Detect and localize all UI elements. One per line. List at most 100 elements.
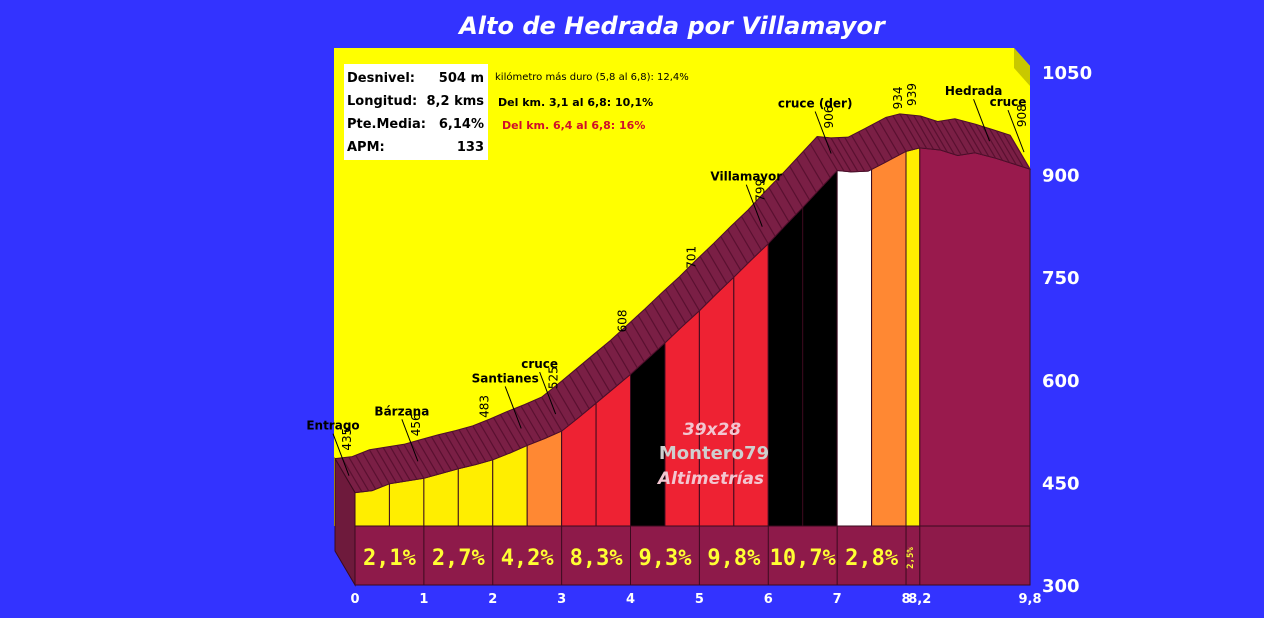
ribbon-hatch xyxy=(816,136,838,171)
ribbon-hatch xyxy=(899,113,921,149)
km-slope-label: 4,2% xyxy=(501,546,555,571)
ribbon-hatch xyxy=(596,351,618,387)
ribbon-hatch xyxy=(671,282,694,318)
segment-fill-16 xyxy=(905,147,921,527)
ribbon-hatch xyxy=(885,117,907,152)
ribbon-hatch xyxy=(954,118,976,154)
y-tick-label: 1050 xyxy=(1042,63,1092,84)
note-hardest-km: kilómetro más duro (5,8 al 6,8): 12,4% xyxy=(495,71,689,83)
block-left-face xyxy=(334,456,356,587)
segment-fill-5 xyxy=(526,430,563,527)
y-tick-label: 600 xyxy=(1042,371,1080,392)
y-tick-label: 900 xyxy=(1042,166,1080,187)
place-leader-line xyxy=(814,111,832,154)
ribbon-hatch xyxy=(341,457,363,493)
ribbon-hatch xyxy=(713,242,735,278)
ribbon-hatch xyxy=(541,396,563,432)
km-slope-label: 10,7% xyxy=(770,546,837,571)
segment-fill-9 xyxy=(664,309,700,527)
ribbon-hatch xyxy=(486,420,508,455)
ribbon-hatch xyxy=(837,137,859,172)
ribbon-hatch xyxy=(451,431,473,466)
x-tick-label: 3 xyxy=(557,592,566,607)
x-tick-label: 4 xyxy=(626,592,635,607)
ribbon-hatch xyxy=(727,229,749,264)
ribbon-hatch xyxy=(548,391,570,426)
ribbon-hatch xyxy=(506,411,528,446)
place-label: cruce xyxy=(990,95,1027,109)
km-slope-labels: 2,1% 2,7% 4,2% 8,3% 9,3% 9,8% 10,7% 2,8% 2,5% xyxy=(363,546,916,571)
ribbon-hatch xyxy=(892,115,914,150)
info-box-background xyxy=(344,64,488,160)
ribbon-hatch xyxy=(878,120,900,156)
place-label: Hedrada xyxy=(945,84,1002,98)
ribbon-hatch xyxy=(795,158,817,193)
ribbon-hatch xyxy=(410,442,432,477)
ribbon-hatch xyxy=(747,209,769,244)
km-slope-label: 9,3% xyxy=(638,546,692,571)
ribbon-hatch xyxy=(513,408,535,444)
segment-fill-13 xyxy=(802,169,838,527)
ribbon-hatch xyxy=(699,256,721,291)
ribbon-hatch xyxy=(658,295,680,331)
y-tick-label: 300 xyxy=(1042,576,1080,597)
place-leader-line xyxy=(401,419,419,462)
ribbon-hatch xyxy=(906,114,928,149)
elevation-label: 435 xyxy=(340,428,354,451)
x-tick-label: 8,2 xyxy=(908,592,931,607)
watermark-gear: 39x28 xyxy=(683,420,741,440)
ribbon-hatch xyxy=(630,321,652,356)
ribbon-hatch xyxy=(492,417,514,452)
km-slope-label: 9,8% xyxy=(707,546,761,571)
ribbon-hatch xyxy=(651,301,673,337)
km-slope-label: 2,5% xyxy=(906,547,916,569)
elevation-label: 456 xyxy=(409,413,423,436)
elevation-label: 608 xyxy=(616,309,630,332)
ribbon-hatch xyxy=(802,150,824,186)
x-tick-label: 6 xyxy=(764,592,773,607)
y-tick-label: 750 xyxy=(1042,268,1080,289)
place-label: cruce xyxy=(521,357,558,371)
place-label: cruce (der) xyxy=(778,96,853,110)
elevation-label: 939 xyxy=(905,83,919,106)
ribbon-hatch xyxy=(692,262,714,298)
elevation-label: 483 xyxy=(478,395,492,418)
segment-fill-8 xyxy=(630,341,666,527)
ribbon-hatch xyxy=(864,127,886,163)
place-label: Bárzana xyxy=(374,404,429,418)
ribbon-hatch xyxy=(616,333,638,369)
ribbon-hatch xyxy=(355,454,377,490)
ribbon-hatch xyxy=(375,448,397,483)
chart-title: Alto de Hedrada por Villamayor xyxy=(457,12,887,40)
info-label-apm: APM: xyxy=(347,140,385,155)
elevation-label: 525 xyxy=(547,366,561,389)
place-leader-line xyxy=(1007,109,1025,153)
km-slope-label: 8,3% xyxy=(570,546,624,571)
ribbon-hatch xyxy=(665,288,687,324)
elevation-labels: 435 456 483 525 608 701 799 906 934 939 908 xyxy=(340,83,1029,451)
ribbon-hatch xyxy=(685,269,707,305)
ribbon-hatch xyxy=(403,443,425,479)
info-value-apm: 133 xyxy=(457,140,484,155)
x-tick-label: 0 xyxy=(350,592,359,607)
elevation-label: 799 xyxy=(753,179,767,202)
ribbon-hatch xyxy=(782,173,804,208)
place-leader-line xyxy=(332,433,350,476)
ribbon-hatch xyxy=(706,249,728,285)
segment-fill-3 xyxy=(457,459,494,527)
ribbon-hatch xyxy=(527,402,549,438)
ribbon-hatch xyxy=(830,137,852,173)
ribbon-hatch xyxy=(851,135,873,170)
note-segment-a: Del km. 3,1 al 6,8: 10,1% xyxy=(498,96,653,109)
ribbon-hatch xyxy=(520,405,542,441)
ribbon-hatch xyxy=(561,380,583,415)
ribbon-hatch xyxy=(575,368,597,404)
panel-side-face xyxy=(1014,48,1030,86)
ribbon-hatch xyxy=(444,432,466,468)
ribbon-hatch xyxy=(348,456,370,492)
ribbon-hatch xyxy=(995,130,1017,166)
note-segment-b: Del km. 6,4 al 6,8: 16% xyxy=(502,119,645,132)
place-label: Santianes xyxy=(472,371,539,385)
km-slope-label: 2,8% xyxy=(845,546,899,571)
watermark-site: Altimetrías xyxy=(656,469,764,489)
